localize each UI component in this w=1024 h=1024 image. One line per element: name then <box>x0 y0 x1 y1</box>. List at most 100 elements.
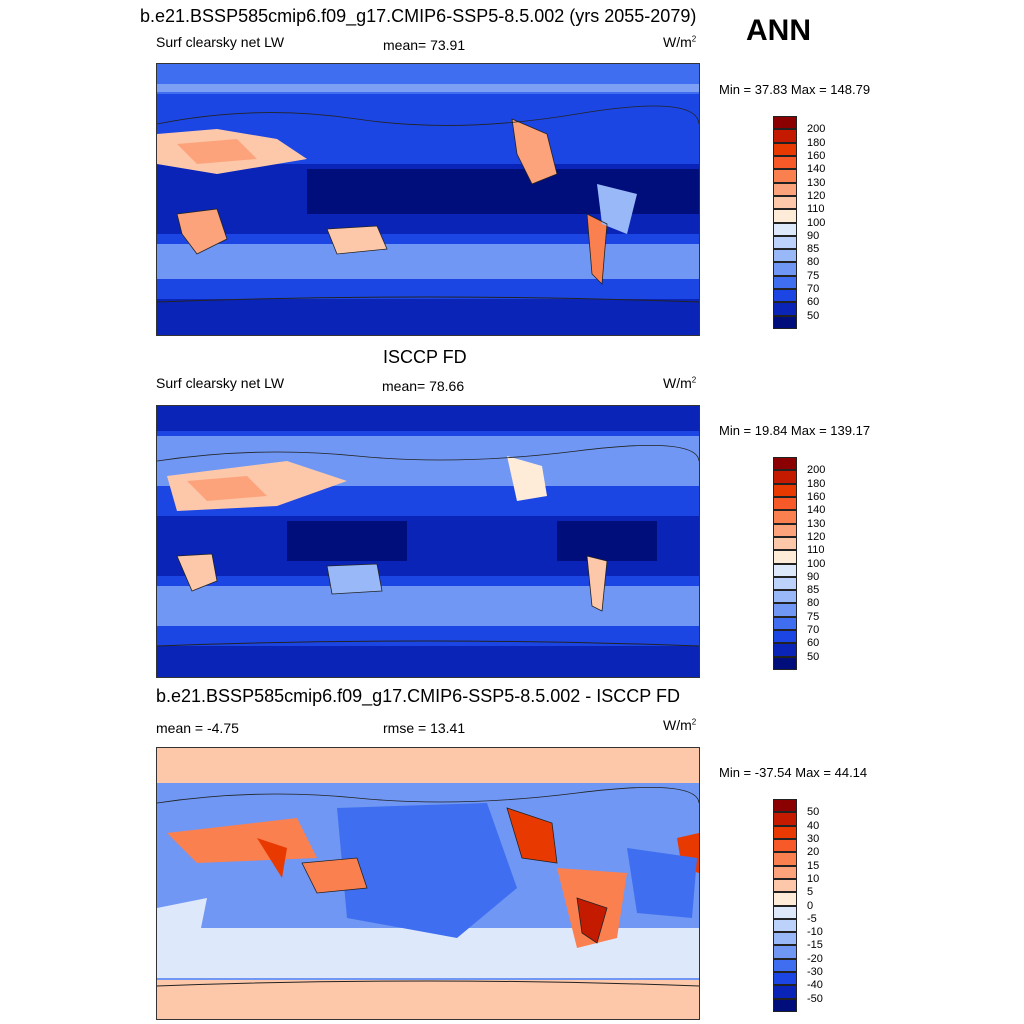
colorbar-diff-label: -20 <box>807 952 823 965</box>
colorbar-abs-cell <box>773 470 797 484</box>
colorbar-abs-label: 140 <box>807 504 826 517</box>
panel-diff-mean: mean = -4.75 <box>156 720 239 736</box>
colorbar-abs-cell <box>773 209 797 223</box>
colorbar-abs-label: 200 <box>807 464 826 477</box>
page-title: b.e21.BSSP585cmip6.f09_g17.CMIP6-SSP5-8.… <box>140 6 697 26</box>
colorbar-diff-cell <box>773 945 797 959</box>
colorbar-diff-cell <box>773 838 797 853</box>
colorbar-abs-label: 70 <box>807 624 820 637</box>
colorbar-abs-cell <box>773 616 797 631</box>
colorbar-abs-cell <box>773 630 797 644</box>
colorbar-abs-label: 110 <box>807 544 825 557</box>
colorbar-abs-label: 180 <box>807 136 826 149</box>
panel-obs-units: W/m2 <box>663 375 697 391</box>
colorbar-diff-label: 50 <box>807 806 820 819</box>
colorbar-abs-label: 70 <box>807 283 820 296</box>
colorbar-abs-label: 90 <box>807 570 820 583</box>
colorbar-abs-label: 120 <box>807 189 826 202</box>
colorbar-diff-label: 10 <box>807 872 820 885</box>
colorbar-diff-cell <box>773 958 797 973</box>
colorbar-diff-cell <box>773 985 797 999</box>
colorbar-abs-label: 120 <box>807 530 826 543</box>
panel-obs-minmax: Min = 19.84 Max = 139.17 <box>719 423 871 438</box>
panel-model-map <box>156 63 700 336</box>
colorbar-abs-cell <box>773 483 797 497</box>
colorbar-abs-cell <box>773 590 797 604</box>
colorbar-abs-cell <box>773 510 797 524</box>
panel-diff-title: b.e21.BSSP585cmip6.f09_g17.CMIP6-SSP5-8.… <box>156 686 680 706</box>
colorbar-abs-cell <box>773 523 797 537</box>
colorbar-abs-label: 140 <box>807 163 826 176</box>
colorbar-diff-cell <box>773 825 797 839</box>
colorbar-abs-cell <box>773 222 797 236</box>
colorbar-abs-cell <box>773 457 797 471</box>
colorbar-abs-cell <box>773 550 797 564</box>
colorbar-abs-cell <box>773 142 797 156</box>
colorbar-abs-cell <box>773 182 797 196</box>
panel-obs-title: ISCCP FD <box>383 347 467 367</box>
colorbar-abs-cell <box>773 536 797 551</box>
colorbar-diff-cell <box>773 865 797 879</box>
colorbar-abs-cell <box>773 235 797 250</box>
colorbar-diff-cell <box>773 799 797 813</box>
colorbar-diff-label: -30 <box>807 966 823 979</box>
colorbar-abs-label: 50 <box>807 650 820 663</box>
colorbar-abs-label: 85 <box>807 243 820 256</box>
colorbar-abs-cell <box>773 262 797 276</box>
colorbar-model: 200 180 160 140 130 120 110 100 90 85 80 75 70 60 50 <box>773 116 825 329</box>
colorbar-diff-cell <box>773 812 797 826</box>
colorbar-diff-label: 40 <box>807 819 820 832</box>
colorbar-abs-label: 180 <box>807 477 826 490</box>
colorbar-diff-cell <box>773 998 797 1012</box>
colorbar-abs-label: 100 <box>807 216 826 229</box>
colorbar-abs-cell <box>773 249 797 263</box>
colorbar-diff-label: -40 <box>807 979 823 992</box>
map-obs-field <box>157 406 699 677</box>
colorbar-diff-label: -5 <box>807 912 817 925</box>
colorbar-abs-label: 160 <box>807 149 826 162</box>
panel-obs-variable: Surf clearsky net LW <box>156 375 285 391</box>
colorbar-abs-cell <box>773 275 797 290</box>
colorbar-abs-label: 75 <box>807 269 820 282</box>
colorbar-diff-label: -10 <box>807 926 823 939</box>
panel-diff-map <box>156 747 700 1020</box>
colorbar-diff-label: -15 <box>807 939 823 952</box>
colorbar-diff: 50 40 30 20 15 10 5 0 -5 -10 -15 -20 -30 -40 -50 <box>773 799 823 1012</box>
colorbar-abs-label: 85 <box>807 584 820 597</box>
panel-model-mean: mean= 73.91 <box>383 37 466 53</box>
colorbar-abs-cell <box>773 563 797 577</box>
colorbar-abs-cell <box>773 603 797 617</box>
colorbar-abs-cell <box>773 129 797 143</box>
season-label: ANN <box>746 14 811 47</box>
colorbar-abs-label: 75 <box>807 610 820 623</box>
colorbar-obs: 200 180 160 140 130 120 110 100 90 85 80 75 70 60 50 <box>773 457 825 670</box>
colorbar-abs-label: 80 <box>807 256 820 269</box>
colorbar-diff-label: 0 <box>807 899 814 912</box>
panel-obs-map <box>156 405 700 678</box>
colorbar-abs-label: 160 <box>807 490 826 503</box>
colorbar-diff-label: 15 <box>807 859 820 872</box>
panel-diff-units: W/m2 <box>663 717 697 733</box>
colorbar-diff-cell <box>773 972 797 986</box>
colorbar-diff-label: -50 <box>807 992 823 1005</box>
colorbar-abs-label: 50 <box>807 309 820 322</box>
colorbar-diff-label: 5 <box>807 886 814 899</box>
panel-diff-rmse: rmse = 13.41 <box>383 720 466 736</box>
colorbar-diff-cell <box>773 905 797 919</box>
colorbar-abs-label: 80 <box>807 597 820 610</box>
colorbar-abs-cell <box>773 315 797 329</box>
map-model-field <box>157 64 699 335</box>
colorbar-diff-cell <box>773 932 797 946</box>
colorbar-diff-cell <box>773 852 797 866</box>
colorbar-abs-cell <box>773 289 797 303</box>
colorbar-abs-label: 60 <box>807 296 820 309</box>
colorbar-abs-cell <box>773 155 797 170</box>
panel-model-variable: Surf clearsky net LW <box>156 34 285 50</box>
colorbar-diff-label: 20 <box>807 846 820 859</box>
colorbar-abs-cell <box>773 643 797 657</box>
colorbar-diff-cell <box>773 892 797 906</box>
colorbar-abs-label: 90 <box>807 229 820 242</box>
colorbar-abs-cell <box>773 496 797 511</box>
colorbar-abs-label: 130 <box>807 517 826 530</box>
colorbar-abs-cell <box>773 169 797 183</box>
